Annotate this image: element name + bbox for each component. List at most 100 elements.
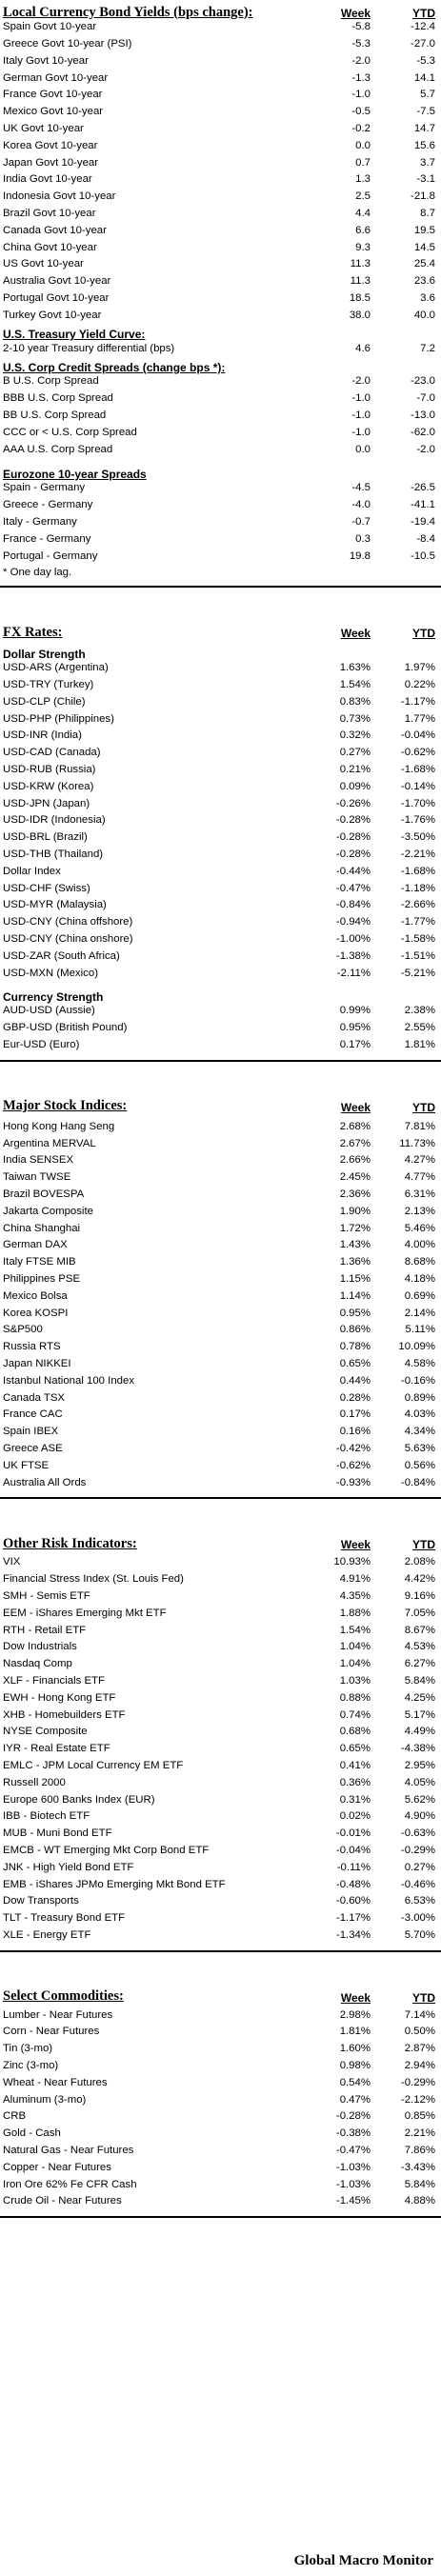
ytd-value: 4.03% (404, 1408, 435, 1421)
ytd-value: 2.87% (404, 2043, 435, 2055)
row-label: Corn - Near Futures (3, 2027, 100, 2038)
ytd-value: -1.70% (400, 797, 435, 809)
ytd-value: 19.5 (413, 224, 435, 236)
table-row: USD-BRL (Brazil) -0.28% -3.50% (0, 829, 441, 847)
week-value: 0.7 (355, 156, 371, 169)
ytd-value: 5.11% (405, 1324, 435, 1336)
ytd-value: 7.81% (404, 1120, 435, 1132)
table-row: France - Germany 0.3 -8.4 (0, 531, 441, 549)
row-label: Tin (3-mo) (3, 2044, 53, 2055)
week-value: 19.8 (349, 549, 371, 562)
row-label: USD-CNY (China offshore) (3, 917, 133, 929)
week-value: 0.36% (339, 1776, 371, 1788)
row-label: Aluminum (3-mo) (3, 2094, 87, 2106)
ytd-value: -2.0 (416, 443, 435, 455)
ytd-value: 5.70% (404, 1928, 435, 1941)
row-label: USD-IDR (Indonesia) (3, 815, 106, 827)
week-value: 2.68% (339, 1120, 371, 1132)
row-label: EEM - iShares Emerging Mkt ETF (3, 1608, 167, 1619)
credit-spreads-table: B U.S. Corp Spread -2.0 -23.0 BBB U.S. Corp… (0, 373, 441, 458)
table-row: Wheat - Near Futures 0.54% -0.29% (0, 2075, 441, 2092)
week-value: -0.48% (335, 1878, 371, 1890)
table-row: Greece Govt 10-year (PSI) -5.3 -27.0 (0, 36, 441, 53)
table-row: Copper - Near Futures -1.03% -3.43% (0, 2160, 441, 2177)
table-row: USD-CNY (China onshore) -1.00% -1.58% (0, 931, 441, 949)
table-row: German Govt 10-year -1.3 14.1 (0, 70, 441, 87)
week-value: -0.60% (335, 1895, 371, 1907)
ytd-value: -8.4 (416, 532, 435, 545)
risk-title: Other Risk Indicators: (3, 1535, 137, 1551)
ytd-value: 3.6 (420, 291, 435, 304)
row-label: Australia Govt 10-year (3, 276, 111, 288)
eurozone-spreads-header: Eurozone 10-year Spreads (0, 464, 441, 480)
row-label: China Govt 10-year (3, 242, 97, 253)
week-value: 0.0 (355, 139, 371, 151)
row-label: Russia RTS (3, 1342, 61, 1353)
week-value: 0.95% (339, 1022, 371, 1034)
table-row: Australia All Ords -0.93% -0.84% (0, 1474, 441, 1491)
ytd-value: -21.8 (411, 190, 435, 203)
ytd-value: 0.69% (404, 1289, 435, 1302)
ytd-value: 4.25% (404, 1691, 435, 1704)
week-value: 1.43% (339, 1239, 371, 1251)
table-row: Korea KOSPI 0.95% 2.14% (0, 1305, 441, 1322)
row-label: Italy FTSE MIB (3, 1257, 76, 1268)
table-row: USD-CNY (China offshore) -0.94% -1.77% (0, 914, 441, 931)
ytd-value: 4.00% (404, 1239, 435, 1251)
ytd-value: 7.2 (420, 342, 435, 354)
ytd-value: -1.51% (400, 949, 435, 962)
row-label: XLF - Financials ETF (3, 1675, 105, 1687)
ytd-value: 4.90% (404, 1810, 435, 1823)
row-label: AAA U.S. Corp Spread (3, 444, 113, 455)
week-value: -0.5 (351, 106, 371, 118)
ytd-value: 4.27% (404, 1154, 435, 1167)
week-value: 0.44% (339, 1374, 371, 1387)
row-label: Canada TSX (3, 1392, 66, 1404)
ytd-value: -5.21% (400, 967, 435, 979)
week-value: 0.86% (339, 1324, 371, 1336)
ytd-value: 7.14% (404, 2008, 435, 2021)
stocks-week-header: Week (340, 1100, 371, 1114)
ytd-value: -7.5 (416, 106, 435, 118)
row-label: USD-MYR (Malaysia) (3, 900, 107, 911)
table-row: Zinc (3-mo) 0.98% 2.94% (0, 2058, 441, 2075)
ytd-value: -2.66% (400, 899, 435, 911)
bonds-week-header: Week (340, 7, 371, 20)
table-row: Greece ASE -0.42% 5.63% (0, 1441, 441, 1458)
ytd-value: 1.77% (404, 712, 435, 725)
row-label: Korea KOSPI (3, 1308, 69, 1319)
week-value: 0.54% (339, 2076, 371, 2088)
row-label: France CAC (3, 1409, 63, 1421)
week-value: -4.5 (351, 482, 371, 494)
section-divider (0, 1497, 441, 1500)
ytd-value: 5.84% (404, 1674, 435, 1687)
week-value: 38.0 (349, 309, 371, 321)
table-row: Greece - Germany -4.0 -41.1 (0, 497, 441, 514)
table-row: JNK - High Yield Bond ETF -0.11% 0.27% (0, 1860, 441, 1877)
row-label: VIX (3, 1557, 21, 1568)
table-row: Canada TSX 0.28% 0.89% (0, 1389, 441, 1407)
table-row: UK FTSE -0.62% 0.56% (0, 1458, 441, 1475)
week-value: 0.95% (339, 1307, 371, 1319)
table-row: Canada Govt 10-year 6.6 19.5 (0, 223, 441, 240)
yield-curve-header: U.S. Treasury Yield Curve: (0, 324, 441, 340)
fx-week-header: Week (340, 627, 371, 641)
section-divider (0, 1059, 441, 1062)
row-label: Spain IBEX (3, 1427, 59, 1438)
week-value: 1.36% (339, 1256, 371, 1268)
week-value: 1.88% (339, 1607, 371, 1619)
week-value: -0.2 (351, 122, 371, 134)
ytd-value: 0.22% (404, 679, 435, 691)
week-value: -0.47% (335, 2145, 371, 2157)
table-row: USD-CLP (Chile) 0.83% -1.17% (0, 694, 441, 711)
ytd-value: 4.18% (404, 1273, 435, 1285)
row-label: Istanbul National 100 Index (3, 1375, 135, 1387)
row-label: MUB - Muni Bond ETF (3, 1828, 112, 1840)
table-row: CCC or < U.S. Corp Spread -1.0 -62.0 (0, 425, 441, 442)
week-value: -0.28% (335, 849, 371, 861)
section-divider (0, 1949, 441, 1952)
week-value: -0.28% (335, 2110, 371, 2123)
table-row: India SENSEX 2.66% 4.27% (0, 1152, 441, 1169)
ytd-value: -0.62% (400, 747, 435, 759)
table-row: Dollar Index -0.44% -1.68% (0, 864, 441, 881)
